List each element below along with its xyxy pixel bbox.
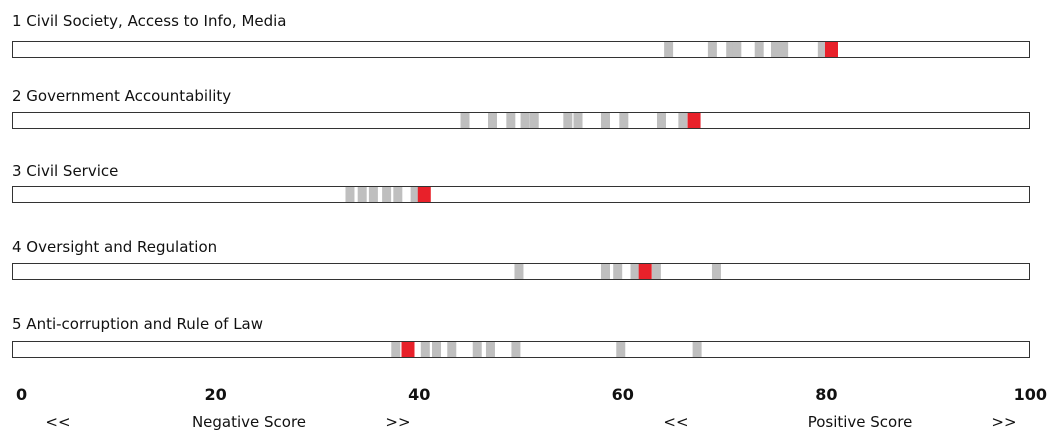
score-mark (368, 187, 378, 202)
category-track (12, 112, 1030, 129)
category-track (12, 41, 1030, 58)
highlight-score-mark (824, 42, 838, 57)
score-mark (656, 113, 666, 128)
score-mark (447, 342, 457, 357)
score-mark (779, 42, 789, 57)
score-mark (692, 342, 702, 357)
category-title: 3 Civil Service (12, 162, 118, 180)
score-mark (393, 187, 403, 202)
score-mark (771, 42, 780, 57)
highlight-score-mark (638, 264, 652, 279)
score-mark (732, 42, 742, 57)
range-end-marker: >> (385, 413, 410, 431)
range-start-marker: << (663, 413, 688, 431)
range-start-marker: << (45, 413, 70, 431)
x-tick-label: 80 (815, 385, 837, 404)
score-mark (382, 187, 392, 202)
score-mark (529, 113, 539, 128)
score-mark (506, 113, 516, 128)
score-mark (817, 42, 827, 57)
score-mark (630, 264, 640, 279)
score-mark (460, 113, 470, 128)
x-tick-label: 20 (204, 385, 226, 404)
category-5-group: 5 Anti-corruption and Rule of Law (12, 315, 1030, 358)
score-mark (345, 187, 355, 202)
category-track (12, 341, 1030, 358)
x-tick-label: 0 (16, 385, 27, 404)
score-mark (391, 342, 401, 357)
score-mark (472, 342, 482, 357)
score-mark (754, 42, 764, 57)
score-mark (616, 342, 626, 357)
score-mark (573, 113, 583, 128)
range-label: Positive Score (808, 413, 913, 431)
highlight-score-mark (401, 342, 415, 357)
category-title: 1 Civil Society, Access to Info, Media (12, 12, 287, 30)
score-mark (651, 264, 661, 279)
category-4-group: 4 Oversight and Regulation (12, 238, 1030, 280)
score-mark (520, 113, 530, 128)
x-tick-label: 100 (1014, 385, 1047, 404)
score-mark (357, 187, 367, 202)
score-mark (432, 342, 442, 357)
x-tick-label: 60 (612, 385, 634, 404)
range-label: Negative Score (192, 413, 306, 431)
score-mark (514, 264, 524, 279)
score-mark (619, 113, 629, 128)
highlight-score-mark (417, 187, 431, 202)
score-mark (678, 113, 688, 128)
x-tick-label: 40 (408, 385, 430, 404)
score-mark (563, 113, 573, 128)
category-title: 2 Government Accountability (12, 87, 231, 105)
score-mark (726, 42, 736, 57)
category-title: 4 Oversight and Regulation (12, 238, 217, 256)
score-mark (600, 264, 610, 279)
score-mark (664, 42, 674, 57)
score-mark (707, 42, 717, 57)
category-track (12, 263, 1030, 280)
category-3-group: 3 Civil Service (12, 162, 1030, 203)
category-track (12, 186, 1030, 203)
score-mark (485, 342, 495, 357)
score-mark (420, 342, 430, 357)
x-axis: 0 20 40 60 80 100 (16, 385, 1047, 404)
score-range-annotation: << Negative Score >> (45, 413, 410, 431)
score-mark (511, 342, 521, 357)
score-mark (600, 113, 610, 128)
category-title: 5 Anti-corruption and Rule of Law (12, 315, 263, 333)
range-end-marker: >> (991, 413, 1016, 431)
score-mark (613, 264, 623, 279)
category-1-group: 1 Civil Society, Access to Info, Media (12, 12, 1030, 58)
score-mark (711, 264, 721, 279)
highlight-score-mark (687, 113, 701, 128)
category-2-group: 2 Government Accountability (12, 87, 1030, 129)
score-mark (410, 187, 420, 202)
score-range-annotation: << Positive Score >> (663, 413, 1016, 431)
score-mark (487, 113, 497, 128)
